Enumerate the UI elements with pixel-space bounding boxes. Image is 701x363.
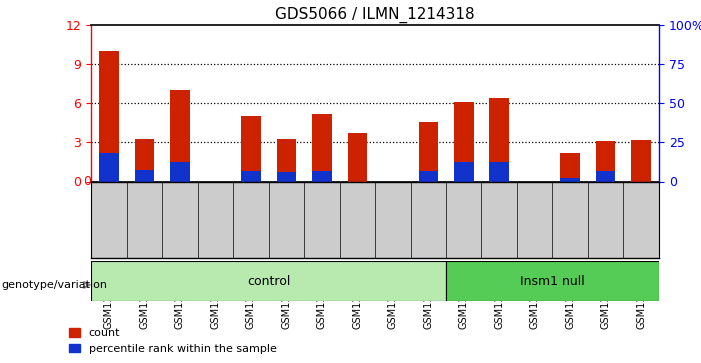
Bar — [596, 171, 615, 182]
Bar — [348, 133, 367, 182]
Bar — [241, 117, 261, 182]
Text: control: control — [247, 275, 290, 288]
Bar — [241, 171, 261, 182]
Text: 0: 0 — [83, 175, 91, 188]
Bar — [170, 90, 189, 182]
Bar — [312, 171, 332, 182]
Bar — [632, 140, 651, 182]
Bar — [454, 162, 473, 182]
Title: GDS5066 / ILMN_1214318: GDS5066 / ILMN_1214318 — [275, 7, 475, 23]
Bar — [446, 261, 659, 301]
Bar — [489, 98, 509, 182]
Bar — [418, 122, 438, 182]
Bar — [135, 139, 154, 182]
Bar — [454, 102, 473, 182]
Bar — [418, 171, 438, 182]
Bar — [99, 153, 118, 182]
Bar — [135, 170, 154, 182]
Bar — [170, 162, 189, 182]
Bar — [561, 153, 580, 182]
Bar — [277, 139, 296, 182]
Bar — [99, 52, 118, 182]
Text: genotype/variation: genotype/variation — [1, 280, 107, 290]
Bar — [312, 114, 332, 182]
Bar — [277, 172, 296, 182]
Bar — [596, 141, 615, 182]
Text: Insm1 null: Insm1 null — [520, 275, 585, 288]
Bar — [489, 162, 509, 182]
Bar — [91, 261, 446, 301]
Legend: count, percentile rank within the sample: count, percentile rank within the sample — [69, 328, 276, 354]
Bar — [561, 178, 580, 182]
